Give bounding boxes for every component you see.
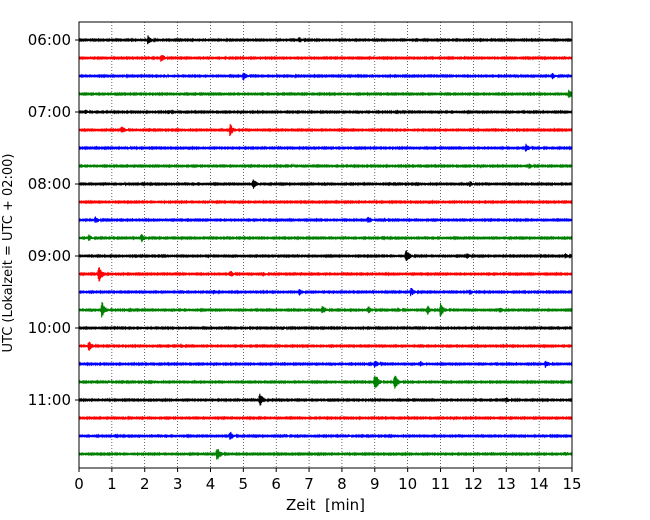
trace-0945 [78, 301, 573, 318]
y-tick-label: 06:00 [28, 31, 71, 49]
x-tick-label: 12 [464, 475, 483, 493]
trace-0915 [78, 267, 573, 282]
y-tick-label: 08:00 [28, 175, 71, 193]
x-tick-label: 6 [271, 475, 281, 493]
trace-0830 [78, 216, 573, 223]
y-axis-label: UTC (Lokalzeit = UTC + 02:00) [1, 154, 16, 353]
x-tick-label: 4 [206, 475, 216, 493]
y-tick-label: 10:00 [28, 319, 71, 337]
trace-0730 [78, 143, 573, 152]
x-tick-label: 8 [337, 475, 347, 493]
plot-frame [78, 21, 573, 469]
trace-0745 [78, 163, 573, 169]
trace-0630 [78, 72, 573, 81]
trace-1030 [78, 360, 573, 368]
trace-1145 [78, 449, 573, 460]
trace-0600 [78, 35, 573, 45]
trace-0845 [78, 234, 573, 243]
trace-0700 [78, 109, 573, 115]
y-tick-label: 09:00 [28, 247, 71, 265]
x-tick-label: 13 [497, 475, 516, 493]
trace-0900 [78, 250, 573, 261]
x-tick-label: 1 [107, 475, 117, 493]
x-tick-label: 7 [304, 475, 314, 493]
seismogram-traces [78, 35, 573, 460]
x-axis: 0 1 2 3 4 5 6 7 8 9 10 11 12 13 14 15 [74, 468, 582, 493]
x-tick-label: 10 [398, 475, 417, 493]
trace-0615 [78, 55, 573, 62]
trace-0815 [78, 199, 573, 205]
trace-1100 [78, 393, 573, 406]
x-axis-label: Zeit [min] [286, 496, 365, 514]
x-tick-label: 2 [140, 475, 150, 493]
trace-1130 [78, 431, 573, 440]
x-tick-label: 3 [173, 475, 183, 493]
y-axis: 06:00 07:00 08:00 09:00 10:00 11:00 [28, 31, 79, 409]
x-tick-label: 15 [562, 475, 581, 493]
x-tick-label: 0 [74, 475, 84, 493]
y-tick-label: 07:00 [28, 103, 71, 121]
trace-0715 [78, 124, 573, 136]
minute-grid [111, 22, 540, 468]
trace-1115 [78, 415, 573, 421]
trace-1015 [78, 341, 573, 351]
trace-1000 [78, 325, 573, 331]
trace-0800 [78, 179, 573, 189]
y-tick-label: 11:00 [28, 391, 71, 409]
x-tick-label: 11 [431, 475, 450, 493]
x-tick-label: 5 [239, 475, 249, 493]
trace-1045 [78, 375, 573, 389]
trace-0645 [78, 89, 573, 99]
x-tick-label: 9 [370, 475, 380, 493]
x-tick-label: 14 [530, 475, 549, 493]
trace-0930 [78, 287, 573, 297]
